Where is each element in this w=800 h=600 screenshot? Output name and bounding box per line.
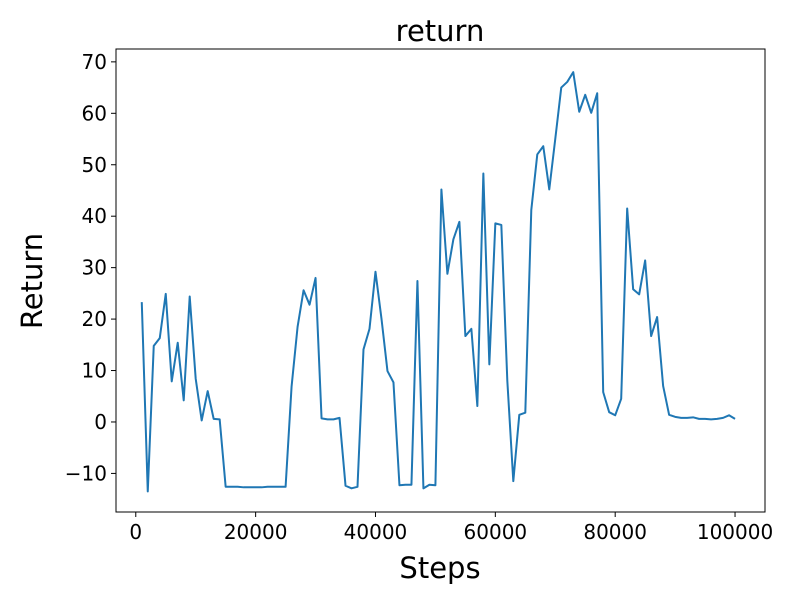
x-tick-label: 60000 <box>464 520 528 544</box>
y-tick-label: 50 <box>82 153 107 177</box>
x-axis-ticks: 0 20000 40000 60000 80000 100000 <box>129 512 773 544</box>
y-tick-label: −10 <box>65 461 107 485</box>
plot-frame <box>115 48 766 513</box>
series-line <box>140 71 736 493</box>
x-axis-label: Steps <box>399 551 480 585</box>
x-tick-label: 100000 <box>697 520 773 544</box>
x-tick-label: 40000 <box>344 520 408 544</box>
x-tick-label: 20000 <box>224 520 288 544</box>
y-tick-label: 70 <box>82 50 107 74</box>
y-tick-label: 0 <box>94 410 107 434</box>
x-tick-label: 0 <box>129 520 142 544</box>
y-tick-label: 10 <box>82 359 107 383</box>
x-tick-label: 80000 <box>583 520 647 544</box>
y-tick-label: 30 <box>82 256 107 280</box>
series-group <box>140 71 736 493</box>
y-tick-label: 40 <box>82 204 107 228</box>
y-tick-label: 60 <box>82 101 107 125</box>
chart-title: return <box>396 14 485 48</box>
y-tick-label: 20 <box>82 307 107 331</box>
y-axis-ticks: −10 0 10 20 30 40 50 60 70 <box>65 50 116 485</box>
y-axis-label: Return <box>15 233 49 329</box>
